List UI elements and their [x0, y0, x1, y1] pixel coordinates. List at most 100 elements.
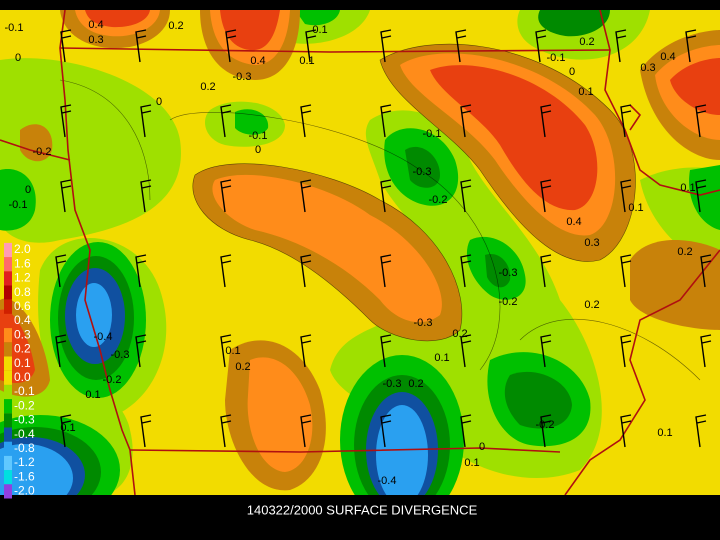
wind-barb	[615, 29, 627, 63]
contour-label: 0	[255, 144, 261, 156]
contour-label: -0.3	[383, 378, 402, 390]
contour-label: 0.2	[584, 299, 599, 311]
field	[376, 405, 428, 495]
wind-barb	[620, 179, 632, 213]
legend-swatch	[4, 441, 12, 456]
legend-swatch	[4, 455, 12, 471]
contour-label: 0.4	[566, 216, 581, 228]
field	[85, 10, 150, 28]
legend-swatch	[4, 313, 12, 329]
wind-barb	[460, 254, 472, 288]
legend-swatch	[4, 384, 12, 400]
contour-label: 0.2	[200, 81, 215, 93]
legend-label: 0.0	[14, 370, 31, 384]
wind-barb	[225, 29, 237, 63]
wind-barb	[300, 414, 312, 448]
legend-swatch	[4, 285, 12, 300]
field	[295, 10, 340, 26]
contour-label: 0.3	[584, 237, 599, 249]
legend-label: -1.6	[14, 469, 35, 483]
contour-label: 0.2	[677, 246, 692, 258]
contour-label: 0.1	[464, 457, 479, 469]
field	[0, 58, 181, 243]
legend-swatch	[4, 484, 12, 499]
legend-label: -1.2	[14, 455, 35, 469]
legend-label: -0.4	[14, 427, 35, 441]
legend-swatch	[4, 413, 12, 428]
legend-swatch	[4, 242, 12, 258]
legend-label: 1.6	[14, 256, 31, 270]
field	[630, 240, 720, 330]
legend-label: 0.1	[14, 356, 31, 370]
border	[629, 104, 642, 131]
wind-barb	[620, 334, 632, 368]
wind-barb	[220, 104, 232, 138]
wind-barb	[140, 414, 152, 448]
wind-barb	[540, 414, 552, 448]
contour-label: 0.2	[168, 20, 183, 32]
wind-barb	[620, 104, 632, 138]
contour-label: 0.1	[312, 24, 327, 36]
wind-barb	[135, 29, 147, 63]
wind-barb	[540, 179, 552, 213]
field	[0, 444, 73, 495]
legend-label: 0.6	[14, 299, 31, 313]
legend-swatch	[4, 356, 12, 371]
wind-barb	[60, 414, 72, 448]
wind-barb	[135, 254, 147, 288]
contour-label: -0.3	[414, 317, 433, 329]
wind-barb	[60, 104, 72, 138]
contour-label: -0.4	[378, 475, 397, 487]
wind-barb	[380, 104, 392, 138]
wind-barb	[460, 179, 472, 213]
wind-barb	[455, 29, 467, 63]
contour-label: 0.1	[225, 345, 240, 357]
wind-barb	[695, 414, 707, 448]
wind-barb	[540, 104, 552, 138]
wind-barb	[140, 179, 152, 213]
field	[247, 357, 313, 472]
border	[0, 139, 71, 161]
wind-barb	[540, 254, 552, 288]
wind-barb	[685, 29, 697, 63]
wind-barb	[540, 334, 552, 368]
wind-barb	[60, 29, 72, 63]
contour-label: 0.2	[235, 361, 250, 373]
field	[220, 10, 280, 51]
wind-barb	[220, 414, 232, 448]
contour-label: -0.2	[33, 146, 52, 158]
contour-label: 0.2	[452, 328, 467, 340]
contour-label: 0	[569, 66, 575, 78]
contour-label: 0.1	[60, 422, 75, 434]
legend-label: 0.8	[14, 285, 31, 299]
field	[0, 169, 36, 231]
contour-label: 0.4	[88, 19, 103, 31]
contour-label: 0.1	[680, 182, 695, 194]
wind-barb	[695, 104, 707, 138]
contour-label: -0.2	[429, 194, 448, 206]
contour-label: -0.2	[536, 419, 555, 431]
contour-line	[59, 43, 701, 381]
wind-barb	[535, 29, 547, 63]
contour-label: -0.1	[423, 128, 442, 140]
contour-label: 0.1	[628, 202, 643, 214]
wind-barb	[55, 254, 67, 288]
wind-barb	[700, 334, 712, 368]
contour-label: 0	[15, 52, 21, 64]
wind-barb	[135, 334, 147, 368]
legend-swatch	[4, 271, 12, 286]
wind-barb	[460, 104, 472, 138]
contour-label: 0.1	[578, 86, 593, 98]
contour-label: 0.3	[88, 34, 103, 46]
legend-label: -0.2	[14, 398, 35, 412]
wind-barb	[220, 254, 232, 288]
wind-barb	[55, 334, 67, 368]
contour-label: 0.1	[85, 389, 100, 401]
border	[564, 249, 720, 495]
legend-label: -0.3	[14, 413, 35, 427]
legend-label: 0.4	[14, 313, 31, 327]
wind-barb	[620, 254, 632, 288]
wind-barb	[380, 414, 392, 448]
wind-barb	[300, 179, 312, 213]
